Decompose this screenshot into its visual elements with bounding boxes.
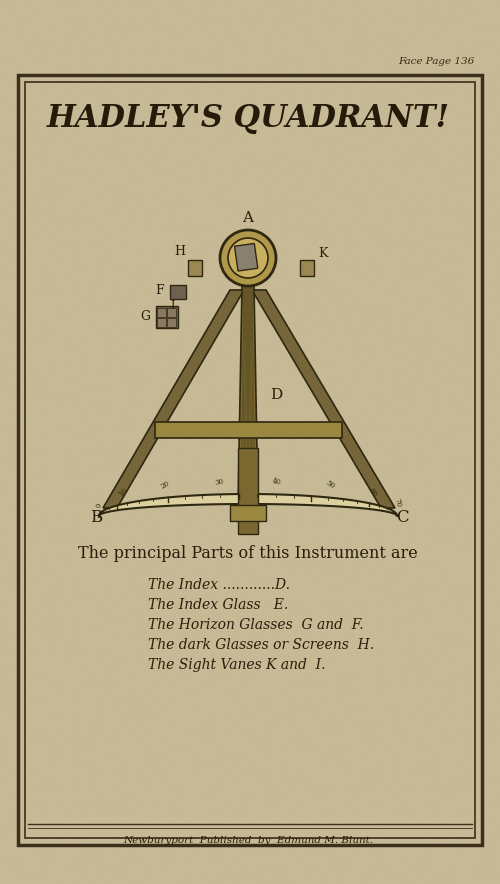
Text: 10: 10 — [118, 486, 130, 499]
Polygon shape — [155, 422, 342, 438]
Polygon shape — [252, 290, 395, 508]
Bar — [25, 82, 475, 838]
Bar — [18, 75, 482, 845]
Text: F: F — [156, 284, 164, 296]
Bar — [234, 243, 258, 271]
Text: Face Page 136: Face Page 136 — [398, 57, 474, 66]
Text: HADLEY'S QUADRANT!: HADLEY'S QUADRANT! — [46, 103, 450, 133]
Circle shape — [220, 230, 276, 286]
Text: H: H — [174, 245, 186, 258]
Text: G: G — [140, 309, 150, 323]
Bar — [230, 505, 266, 521]
Bar — [167, 318, 176, 327]
Text: A: A — [242, 211, 254, 225]
Text: 70: 70 — [392, 498, 402, 508]
Text: 30: 30 — [214, 477, 224, 486]
Text: 60: 60 — [366, 486, 378, 499]
Text: C: C — [396, 509, 408, 527]
Text: The Horizon Glasses  G and  F.: The Horizon Glasses G and F. — [148, 618, 364, 632]
Bar — [156, 306, 178, 328]
Bar — [300, 260, 314, 276]
Text: D: D — [270, 388, 282, 402]
Bar — [157, 318, 166, 327]
Polygon shape — [99, 494, 397, 517]
Bar — [238, 448, 258, 534]
Text: 20: 20 — [160, 479, 172, 491]
Text: The principal Parts of this Instrument are: The principal Parts of this Instrument a… — [78, 545, 418, 562]
Bar — [170, 285, 186, 299]
Bar — [188, 260, 202, 276]
Text: The Index ............D.: The Index ............D. — [148, 578, 290, 592]
Text: 50: 50 — [324, 479, 336, 491]
Text: Newburyport  Published  by  Edmund M. Blunt.: Newburyport Published by Edmund M. Blunt… — [123, 836, 373, 845]
Text: K: K — [318, 247, 328, 260]
Circle shape — [228, 238, 268, 278]
Text: 0: 0 — [94, 502, 104, 508]
Polygon shape — [238, 286, 258, 508]
Text: B: B — [90, 509, 102, 527]
Bar — [157, 308, 166, 317]
Text: The dark Glasses or Screens  H.: The dark Glasses or Screens H. — [148, 638, 374, 652]
Text: The Index Glass   E.: The Index Glass E. — [148, 598, 288, 612]
Text: I: I — [170, 300, 175, 310]
Text: 40: 40 — [272, 477, 282, 486]
Bar — [167, 308, 176, 317]
Polygon shape — [103, 290, 244, 508]
Text: The Sight Vanes K and  I.: The Sight Vanes K and I. — [148, 658, 326, 672]
